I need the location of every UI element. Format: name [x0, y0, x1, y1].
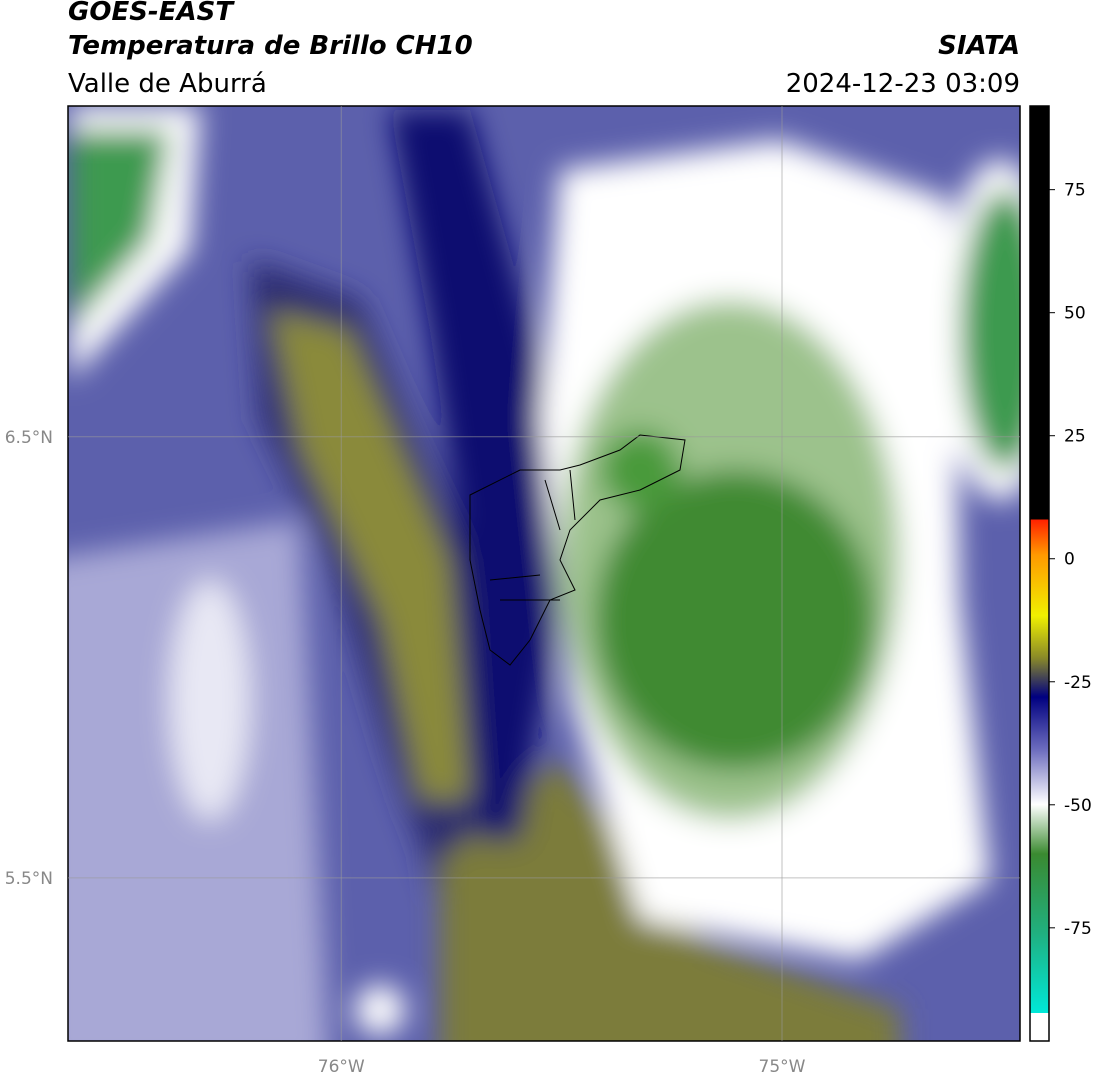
lat-tick-label: 6.5°N	[5, 428, 53, 448]
timestamp: 2024-12-23 03:09	[786, 69, 1020, 99]
colorbar-tick-label: 0	[1064, 550, 1075, 570]
lon-tick-label: 76°W	[318, 1057, 365, 1077]
lon-tick-label: 75°W	[759, 1057, 806, 1077]
satellite-image	[68, 106, 1020, 1041]
colorbar-tick-label: 50	[1064, 304, 1086, 324]
colorbar-tick-label: 75	[1064, 181, 1086, 201]
map-frame	[67, 105, 1021, 1042]
colorbar-tick-label: -75	[1064, 919, 1092, 939]
agency: SIATA	[938, 31, 1020, 61]
region: Valle de Aburrá	[68, 69, 267, 99]
basin-outline	[469, 434, 686, 666]
title: GOES-EAST	[68, 0, 235, 27]
lat-tick-label: 5.5°N	[5, 869, 53, 889]
subtitle: Temperatura de Brillo CH10	[68, 31, 473, 61]
colorbar-tick-label: -50	[1064, 796, 1092, 816]
colorbar-tick-label: 25	[1064, 427, 1086, 447]
colorbar-tick-label: -25	[1064, 673, 1092, 693]
colorbar	[1029, 105, 1050, 1042]
